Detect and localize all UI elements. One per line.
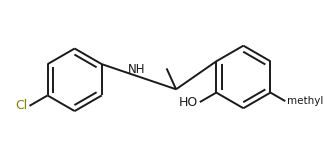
Text: NH: NH (128, 63, 146, 76)
Text: HO: HO (179, 96, 198, 109)
Text: methyl: methyl (287, 96, 323, 106)
Text: Cl: Cl (15, 99, 28, 112)
